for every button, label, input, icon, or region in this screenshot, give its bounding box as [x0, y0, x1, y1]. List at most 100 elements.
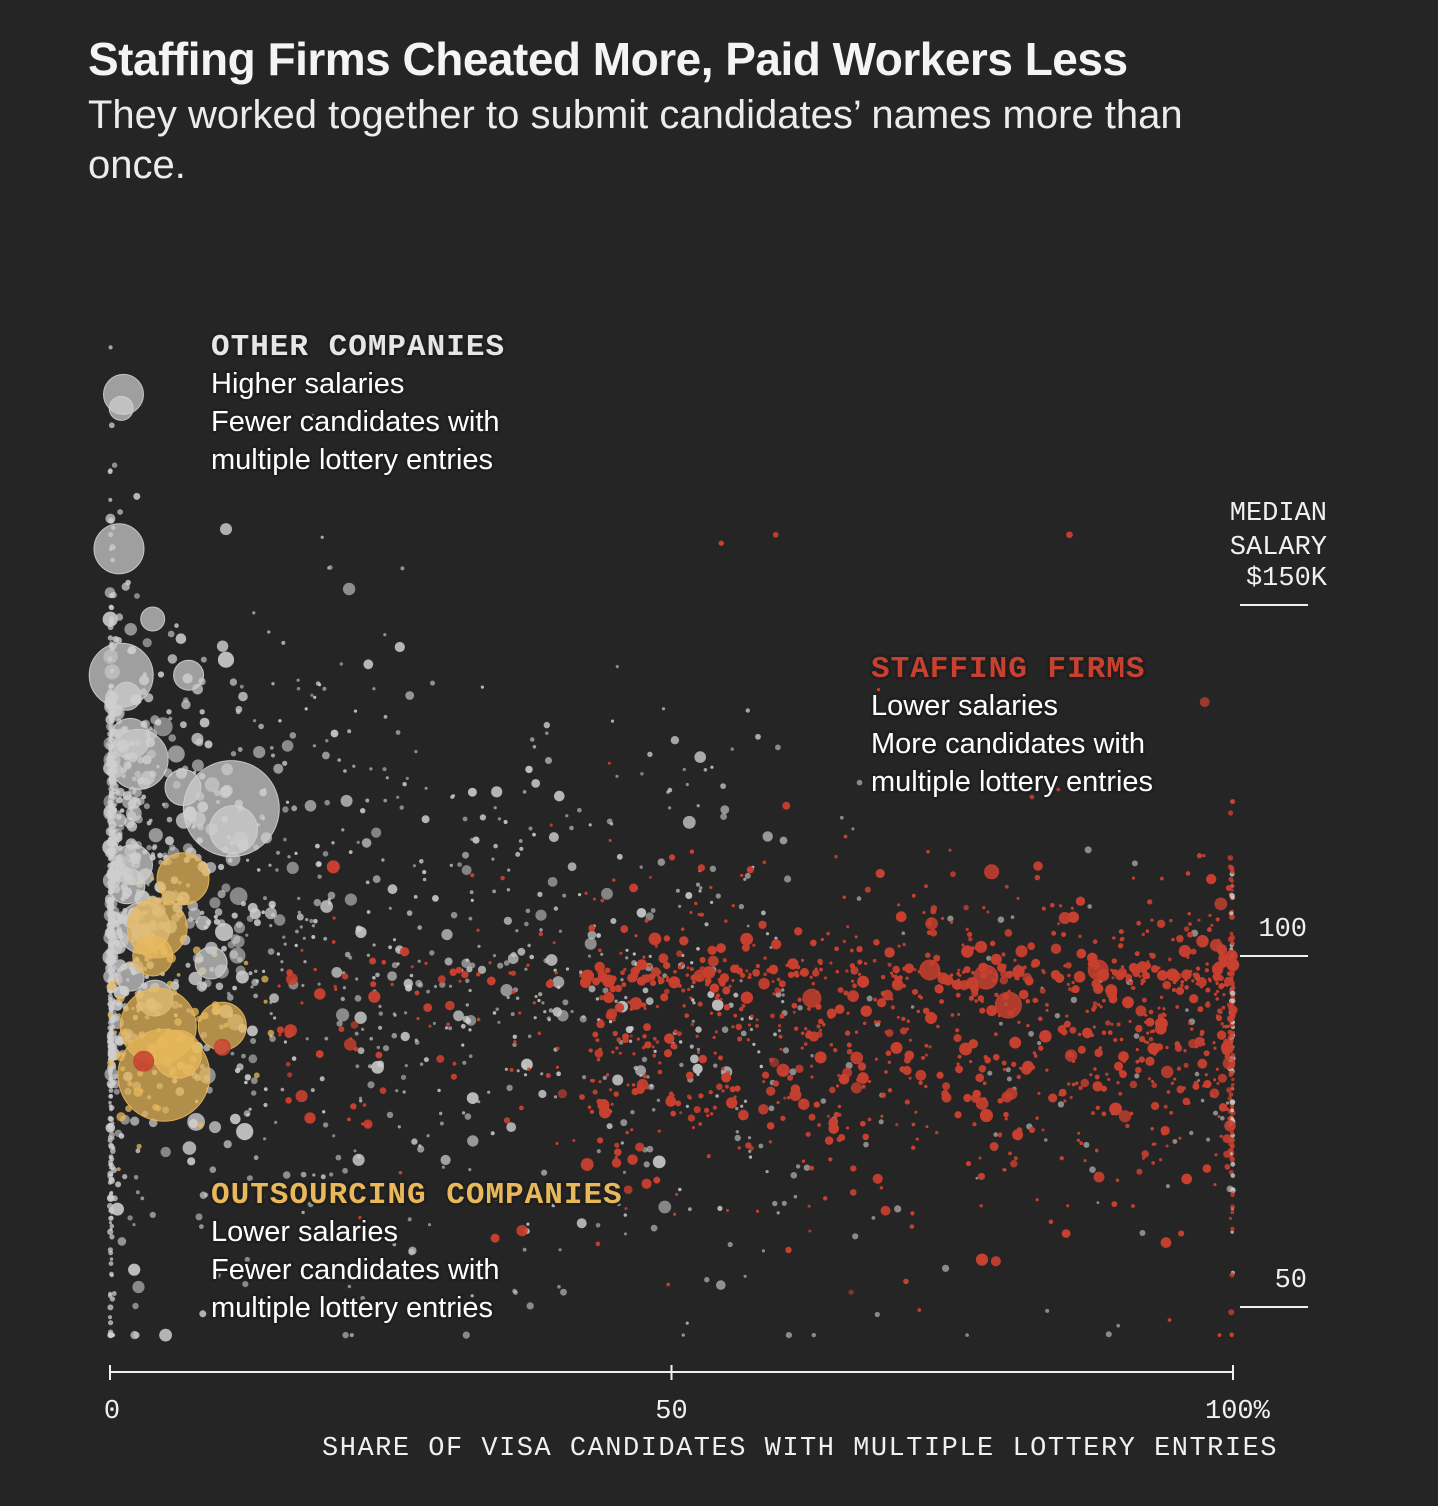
other-company-dot	[191, 759, 204, 772]
other-company-dot	[395, 730, 401, 735]
staffing-firm-dot	[877, 1020, 881, 1024]
staffing-firm-dot	[1227, 1116, 1231, 1120]
other-company-dot	[444, 957, 453, 966]
staffing-firm-dot	[1228, 810, 1234, 816]
other-company-dot	[866, 995, 873, 1002]
staffing-firm-dot	[990, 953, 1002, 965]
other-company-dot	[601, 887, 613, 900]
staffing-firm-dot	[787, 1096, 791, 1100]
staffing-firm-dot	[965, 927, 969, 932]
other-company-dot	[109, 1223, 115, 1229]
other-company-dot	[429, 950, 435, 956]
staffing-firm-dot	[1162, 1007, 1166, 1011]
staffing-firm-dot	[746, 866, 754, 874]
other-company-dot	[378, 1004, 382, 1009]
other-company-dot	[748, 1155, 753, 1159]
other-company-dot	[512, 1034, 517, 1040]
staffing-firm-dot	[629, 1034, 633, 1038]
other-company-dot	[532, 745, 537, 749]
staffing-firm-dot	[1013, 1156, 1018, 1161]
staffing-firm-dot	[1210, 1094, 1214, 1098]
staffing-firm-dot	[1195, 1045, 1198, 1049]
staffing-firm-dot	[983, 1081, 987, 1085]
other-company-dot	[713, 1063, 718, 1068]
staffing-firm-dot	[698, 1093, 704, 1099]
staffing-firm-dot	[755, 1018, 759, 1022]
staffing-firm-dot	[587, 1105, 592, 1109]
other-company-dot	[433, 984, 438, 989]
staffing-firm-dot	[756, 1209, 759, 1213]
staffing-firm-dot	[436, 1055, 445, 1063]
staffing-firm-dot	[819, 1028, 823, 1032]
staffing-firm-dot	[892, 980, 900, 988]
other-company-dot	[1230, 998, 1236, 1004]
staffing-firm-dot	[1229, 1272, 1235, 1278]
other-company-dot	[625, 948, 629, 952]
other-company-dot	[785, 1332, 793, 1339]
other-company-dot	[366, 953, 371, 957]
other-company-dot	[109, 1257, 114, 1261]
staffing-firm-dot	[850, 1189, 857, 1196]
other-company-dot	[465, 1003, 469, 1007]
staffing-firm-dot	[1174, 1041, 1181, 1047]
staffing-firm-dot	[642, 1074, 648, 1079]
other-company-dot	[743, 1099, 748, 1104]
other-company-dot	[322, 686, 327, 691]
other-company-dot	[310, 693, 314, 697]
staffing-firm-dot	[758, 1104, 769, 1115]
other-company-dot	[1045, 1308, 1050, 1313]
staffing-firm-dot	[923, 1007, 930, 1015]
staffing-firm-dot	[1079, 1141, 1083, 1145]
staffing-firm-dot	[910, 1211, 915, 1216]
other-company-dot	[851, 827, 855, 831]
staffing-firm-dot	[708, 1090, 713, 1095]
staffing-firm-dot	[1092, 1025, 1096, 1029]
staffing-firm-dot	[957, 1012, 961, 1016]
other-company-dot	[569, 825, 574, 831]
other-company-dot	[781, 993, 785, 997]
other-company-dot	[112, 636, 119, 643]
other-company-dot	[628, 1039, 633, 1043]
other-company-dot	[588, 985, 596, 993]
other-company-dot	[588, 823, 592, 827]
staffing-firm-dot	[690, 1022, 694, 1027]
staffing-firm-dot	[1089, 1073, 1093, 1077]
staffing-firm-dot	[716, 1083, 723, 1091]
staffing-firm-dot	[300, 948, 304, 952]
staffing-firm-dot	[1166, 968, 1179, 981]
other-company-dot	[439, 1121, 444, 1126]
staffing-firm-dot	[694, 901, 698, 906]
other-company-dot	[248, 1107, 252, 1111]
staffing-firm-dot	[1002, 1168, 1006, 1172]
staffing-firm-dot	[1220, 1022, 1224, 1026]
other-company-dot	[856, 896, 862, 901]
other-company-dot	[462, 1111, 466, 1115]
other-company-dot	[616, 853, 623, 860]
other-company-dot	[632, 952, 636, 956]
other-company-dot	[685, 892, 693, 899]
staffing-firm-dot	[603, 1099, 608, 1105]
other-company-dot	[157, 671, 165, 678]
other-company-dot	[166, 816, 173, 823]
staffing-firm-dot	[1227, 1035, 1232, 1040]
other-company-dot	[269, 993, 279, 1004]
staffing-firm-dot	[625, 1130, 629, 1135]
staffing-firm-dot	[707, 955, 719, 967]
other-company-dot	[1131, 860, 1138, 867]
other-company-dot	[901, 931, 906, 935]
staffing-firm-dot	[1141, 932, 1145, 937]
other-company-dot	[322, 1110, 326, 1114]
staffing-firm-dot	[1011, 1061, 1017, 1067]
staffing-firm-dot	[635, 1142, 645, 1152]
other-company-dot	[248, 971, 253, 976]
other-company-dot	[388, 945, 392, 950]
staffing-firm-dot	[592, 897, 596, 901]
staffing-firm-dot	[1214, 1153, 1218, 1157]
other-company-dot	[274, 1303, 279, 1308]
other-company-dot	[487, 1090, 491, 1094]
staffing-firm-dot	[1230, 1192, 1235, 1198]
other-company-dot	[733, 992, 739, 998]
staffing-firm-dot	[509, 1068, 514, 1072]
other-company-dot	[519, 846, 524, 851]
staffing-firm-dot	[592, 1089, 598, 1095]
